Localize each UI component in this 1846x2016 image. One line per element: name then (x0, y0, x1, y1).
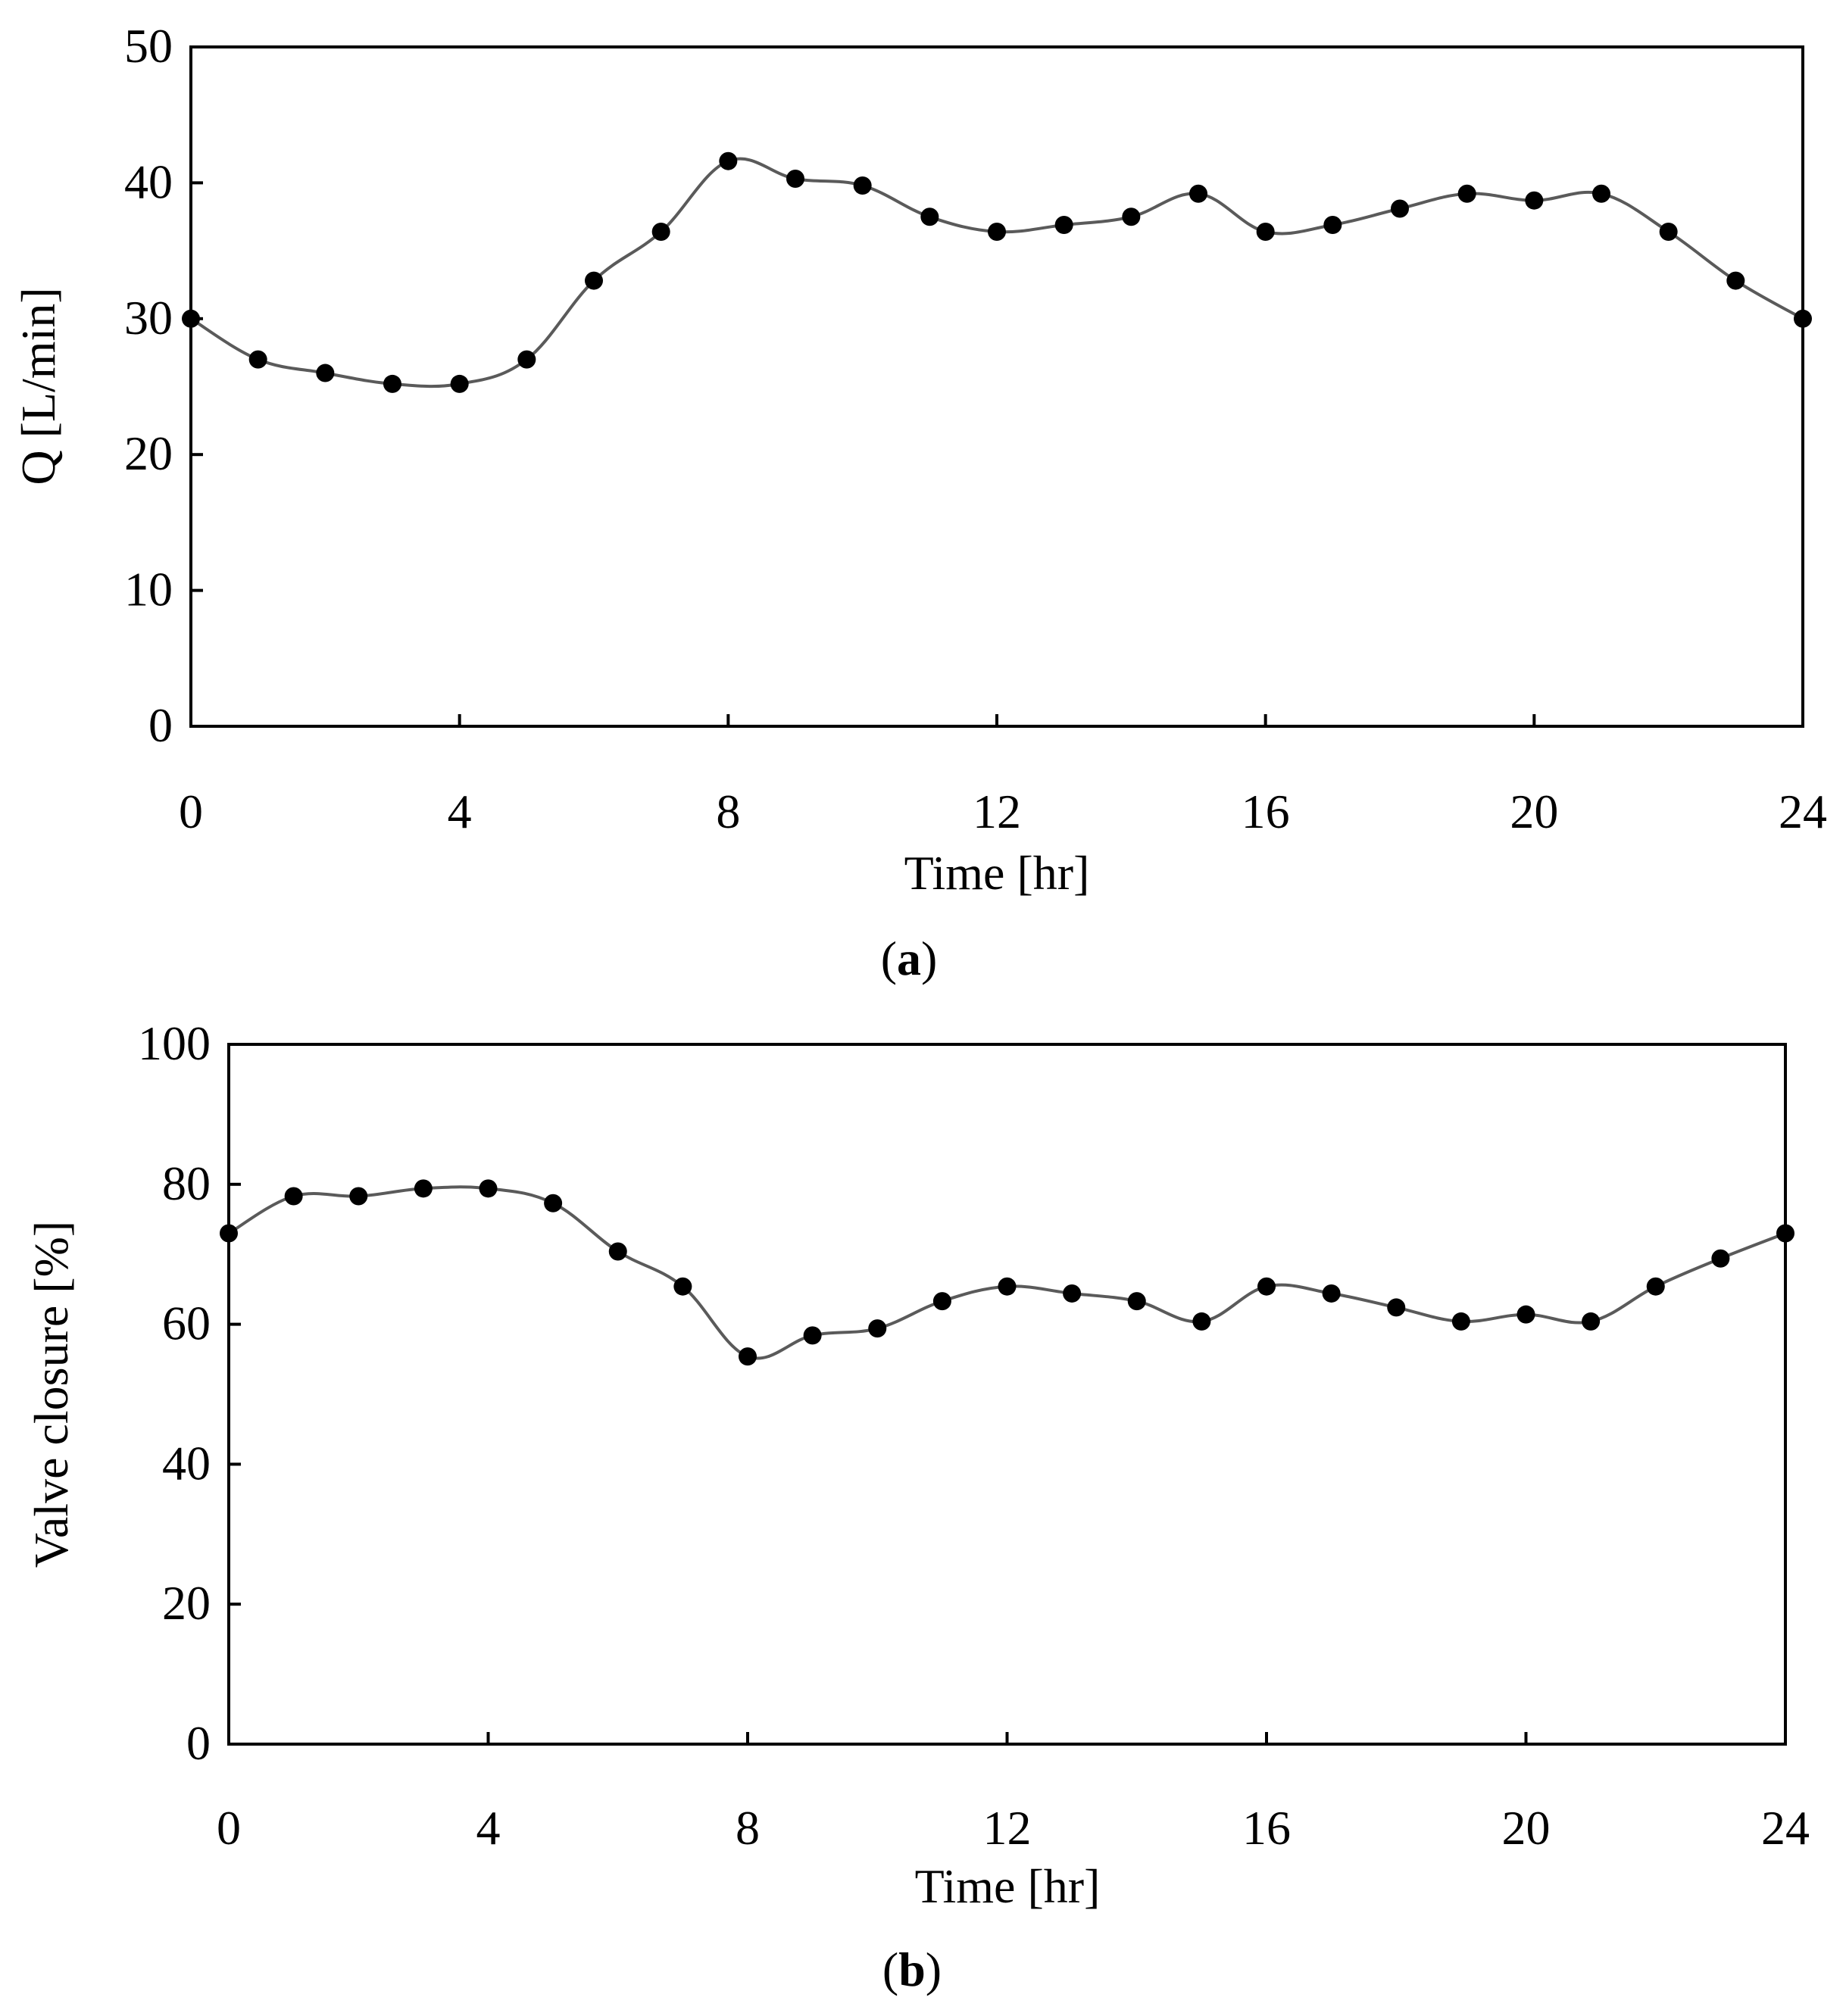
y-tick-label: 40 (124, 154, 173, 208)
data-point (1192, 1312, 1211, 1331)
panel-b: 0 20 40 60 80 100 0 4 8 12 16 20 24 Time [hr] Valve… (24, 1016, 1810, 1996)
data-point (414, 1179, 433, 1198)
x-tick-label: 12 (973, 785, 1021, 838)
data-point (868, 1319, 887, 1338)
data-point (786, 170, 804, 189)
x-tick-label: 24 (1779, 785, 1827, 838)
data-point (920, 208, 939, 226)
data-point (673, 1277, 692, 1296)
data-point (1457, 184, 1476, 203)
data-point (1256, 222, 1275, 241)
data-point (1794, 309, 1812, 328)
data-point (1776, 1224, 1794, 1243)
panel-a: 0 10 20 30 40 50 0 4 8 12 16 20 24 Time [hr] Q [L/m… (11, 19, 1827, 985)
y-tick-label: 20 (124, 426, 173, 480)
panel-b-y-tick-labels: 0 20 40 60 80 100 (138, 1016, 211, 1770)
data-point (998, 1277, 1017, 1296)
data-point (1122, 208, 1141, 226)
x-tick-label: 20 (1510, 785, 1558, 838)
panel-b-plot-frame (227, 1043, 1787, 1746)
y-tick-label: 40 (162, 1436, 211, 1490)
data-point (1257, 1277, 1276, 1296)
data-point (1322, 1284, 1341, 1303)
data-point (739, 1347, 757, 1366)
panel-b-caption-letter: b (898, 1943, 926, 1996)
data-point (544, 1194, 563, 1212)
y-tick-label: 30 (124, 291, 173, 345)
panel-b-tick-marks (227, 1043, 1787, 1746)
panel-a-y-axis-label: Q [L/min] (11, 287, 65, 485)
y-tick-label: 50 (124, 19, 173, 73)
data-point (182, 309, 200, 328)
data-point (248, 350, 267, 369)
data-point (1391, 199, 1409, 218)
x-tick-label: 4 (476, 1801, 501, 1855)
data-point (585, 271, 603, 290)
data-point (1054, 216, 1073, 235)
data-point (1387, 1298, 1406, 1317)
data-point (1451, 1312, 1470, 1331)
y-tick-label: 80 (162, 1156, 211, 1210)
panel-a-data-markers (182, 151, 1812, 393)
panel-b-x-axis-label: Time [hr] (915, 1859, 1101, 1913)
x-tick-label: 8 (736, 1801, 760, 1855)
data-point (349, 1187, 368, 1206)
y-tick-label: 60 (162, 1297, 211, 1350)
data-point (383, 374, 401, 393)
panel-b-x-tick-labels: 0 4 8 12 16 20 24 (217, 1801, 1810, 1855)
data-point (853, 176, 872, 195)
data-point (1323, 216, 1342, 235)
x-tick-label: 20 (1502, 1801, 1551, 1855)
data-point (284, 1187, 303, 1206)
y-tick-label: 100 (138, 1016, 211, 1070)
x-tick-label: 0 (179, 785, 203, 838)
panel-b-series-line (227, 1185, 1786, 1360)
data-point (988, 222, 1006, 241)
x-tick-label: 24 (1761, 1801, 1810, 1855)
data-point (1659, 222, 1678, 241)
data-point (719, 151, 738, 170)
x-tick-label: 16 (1242, 1801, 1291, 1855)
panel-b-data-markers (220, 1179, 1794, 1366)
y-tick-label: 0 (148, 698, 173, 752)
panel-a-series-line (189, 157, 1804, 389)
x-tick-label: 8 (716, 785, 740, 838)
data-point (1127, 1292, 1146, 1311)
x-tick-label: 4 (448, 785, 472, 838)
data-point (608, 1242, 627, 1261)
x-tick-label: 12 (983, 1801, 1032, 1855)
x-tick-label: 16 (1242, 785, 1290, 838)
y-tick-label: 20 (162, 1576, 211, 1630)
data-point (1646, 1277, 1665, 1296)
data-point (1525, 191, 1544, 210)
data-point (1063, 1284, 1082, 1303)
panel-a-x-tick-labels: 0 4 8 12 16 20 24 (179, 785, 1827, 838)
data-point (479, 1179, 498, 1198)
data-point (1582, 1312, 1601, 1331)
panel-a-caption-letter: a (897, 932, 921, 985)
data-point (932, 1292, 951, 1311)
data-point (1726, 271, 1745, 290)
data-point (651, 222, 670, 241)
data-point (517, 350, 536, 369)
x-tick-label: 0 (217, 1801, 241, 1855)
data-point (316, 364, 335, 382)
panel-a-y-tick-labels: 0 10 20 30 40 50 (124, 19, 173, 752)
data-point (450, 374, 469, 393)
panel-b-y-axis-label: Valve closure [%] (24, 1221, 78, 1568)
panel-a-x-axis-label: Time [hr] (904, 846, 1090, 900)
panel-b-caption: (b) (882, 1943, 942, 1996)
data-point (1592, 184, 1610, 203)
data-point (220, 1224, 238, 1243)
y-tick-label: 0 (186, 1716, 211, 1770)
y-tick-label: 10 (124, 563, 173, 616)
data-point (1516, 1305, 1535, 1324)
data-point (1711, 1249, 1730, 1268)
data-point (803, 1326, 822, 1345)
data-point (1189, 184, 1207, 203)
panel-a-caption: (a) (881, 932, 938, 985)
